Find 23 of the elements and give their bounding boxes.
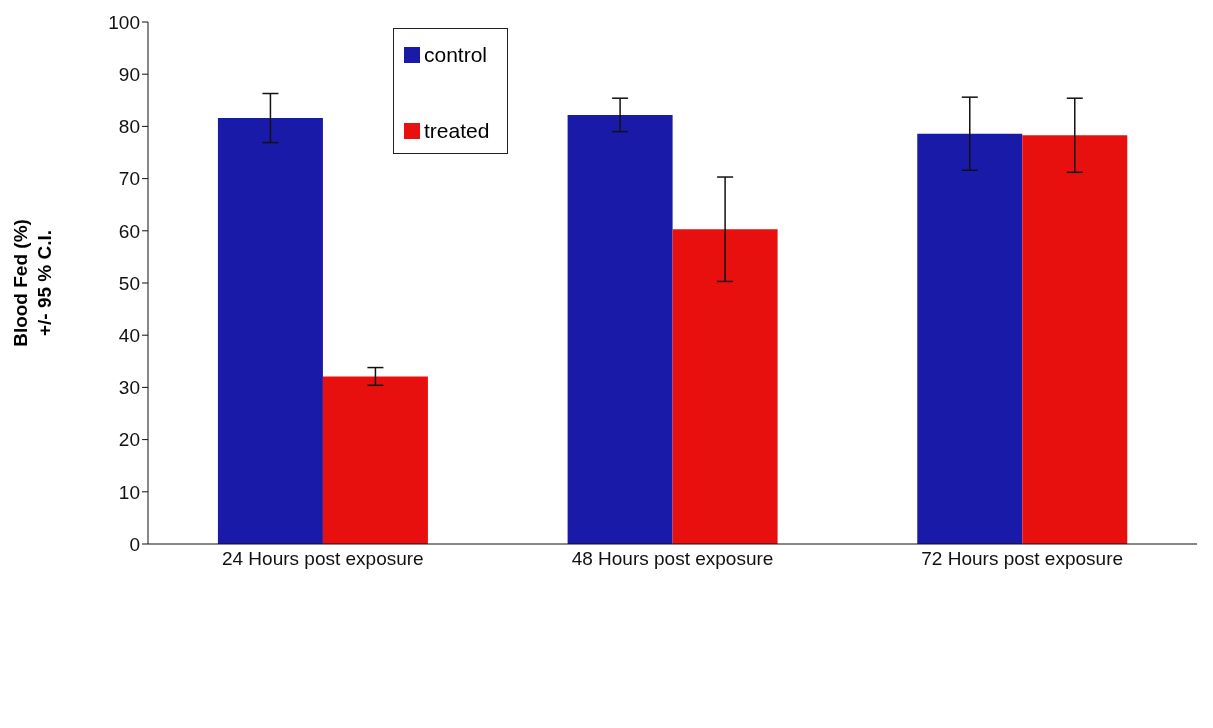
bar [917, 133, 1023, 544]
y-tick-label: 50 [118, 272, 140, 294]
x-tick-label: 24 Hours post exposure [221, 548, 424, 570]
legend-label: treated [424, 119, 490, 143]
x-tick-label: 72 Hours post exposure [921, 548, 1124, 570]
y-tick-label: 30 [118, 377, 140, 399]
y-tick-label: 100 [108, 11, 140, 33]
bar [1022, 135, 1128, 544]
y-tick-label: 60 [118, 220, 140, 242]
y-tick-label: 0 [129, 533, 140, 555]
legend-label: control [424, 43, 488, 67]
bar [672, 229, 778, 544]
x-tick-label: 48 Hours post exposure [571, 548, 774, 570]
bar [217, 118, 323, 544]
y-tick-label: 10 [118, 481, 140, 503]
y-tick-label: 90 [118, 63, 140, 85]
y-tick-label: 40 [118, 324, 140, 346]
bar [322, 376, 428, 544]
bar [567, 114, 673, 544]
y-tick-label: 80 [118, 116, 140, 138]
y-tick-label: 70 [118, 168, 140, 190]
y-axis-title: Blood Fed (%) +/- 95 % C.I. [10, 219, 55, 347]
y-tick-label: 20 [118, 429, 140, 451]
